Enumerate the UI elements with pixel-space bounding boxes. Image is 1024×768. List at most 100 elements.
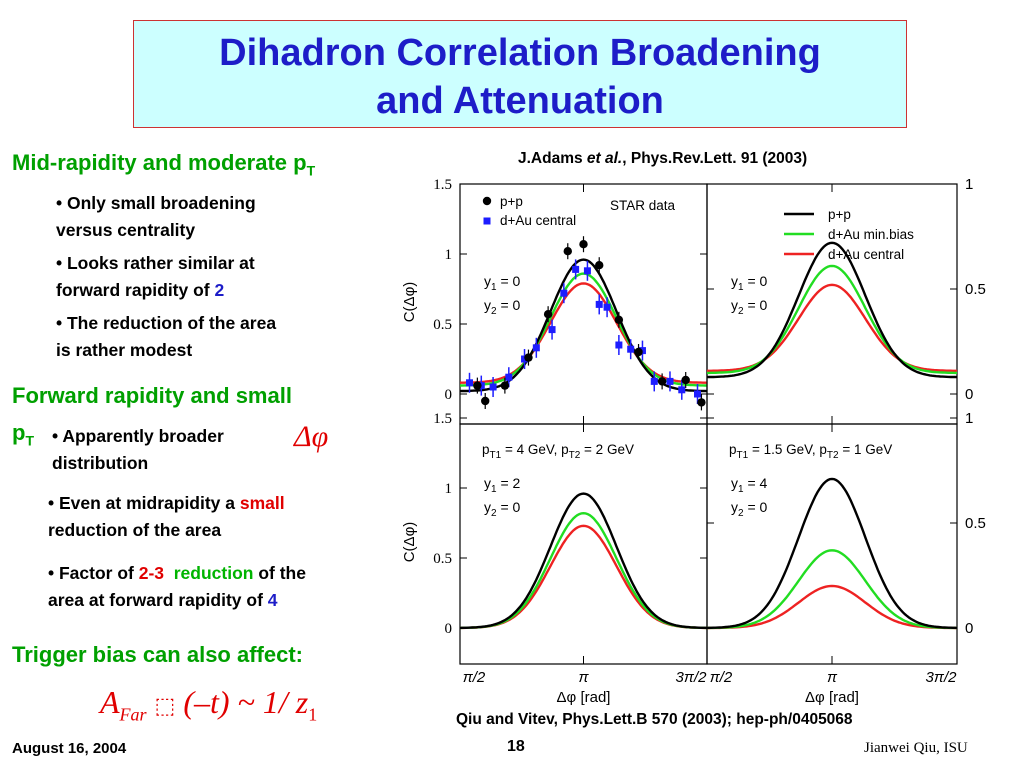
curve-central [707, 584, 957, 630]
y-tick-label: 0.5 [965, 281, 986, 298]
data-point-pp [524, 353, 533, 362]
formula: AFar ⬚ (–t) ~ 1/ z1 [100, 684, 318, 725]
title-box: Dihadron Correlation Broadening and Atte… [133, 20, 907, 128]
y-tick-label: 0.5 [433, 317, 452, 333]
y-axis-label-top: C(Δφ) [401, 282, 418, 323]
y2-label: y2 = 0 [484, 499, 521, 519]
pt-label: pT1 = 1.5 GeV, pT2 = 1 GeV [729, 442, 892, 461]
curve-min_bias [460, 511, 707, 630]
pt-label: pT1 = 4 GeV, pT2 = 2 GeV [482, 442, 634, 461]
section1-heading: Mid-rapidity and moderate pT [12, 150, 316, 179]
data-point-dau [603, 303, 611, 311]
data-point-dau [678, 386, 686, 394]
bullet-5: • Even at midrapidity a small reduction … [48, 493, 285, 540]
data-point-dau [548, 326, 556, 334]
bullet-1: • Only small broadening versus centrality [56, 193, 256, 240]
y-tick-label: 0 [965, 620, 973, 637]
curve-pp [706, 477, 958, 630]
data-point-dau [666, 377, 674, 385]
data-point-dau [532, 344, 540, 352]
legend-marker-dau [483, 217, 491, 225]
data-point-dau [694, 390, 702, 398]
x-tick-label: π/2 [710, 669, 733, 686]
bullet-2: • Looks rather similar at forward rapidit… [56, 253, 255, 300]
data-point-dau [595, 300, 603, 308]
y-tick-label: 1 [445, 247, 453, 263]
data-point-pp [614, 315, 624, 324]
reference-bottom: Qiu and Vitev, Phys.Lett.B 570 (2003); h… [456, 711, 853, 728]
bullet-3: • The reduction of the area is rather mod… [56, 313, 277, 360]
title-line-2: and Attenuation [376, 80, 664, 122]
y-tick-label: 0 [445, 387, 453, 403]
footer-author: Jianwei Qiu, ISU [864, 740, 968, 756]
data-point-pp [563, 247, 572, 256]
data-point-pp [543, 310, 553, 319]
data-point-pp [579, 240, 588, 249]
legend-label-central: d+Au central [828, 247, 904, 262]
data-point-dau [560, 289, 568, 297]
data-point-dau [650, 377, 658, 385]
legend-marker-pp [482, 196, 492, 206]
bullet-4: • Apparently broader distribution [52, 426, 224, 473]
title-line-1: Dihadron Correlation Broadening [219, 32, 821, 74]
legend-label-min_bias: d+Au min.bias [828, 227, 914, 242]
y-tick-label: 1 [445, 481, 453, 497]
y-tick-label: 1.5 [433, 411, 452, 427]
data-point-pp [657, 377, 667, 386]
y-tick-label: 1 [965, 176, 973, 193]
data-point-pp [681, 375, 690, 385]
x-tick-label: π/2 [463, 669, 486, 686]
y-axis-label-bottom: C(Δφ) [401, 522, 418, 563]
data-point-pp [634, 347, 643, 357]
legend-label-pp: p+p [500, 194, 523, 209]
x-tick-label: 3π/2 [676, 669, 708, 686]
data-point-dau [583, 267, 591, 275]
y-tick-label: 0.5 [965, 515, 986, 532]
section3-heading: Trigger bias can also affect: [12, 642, 303, 667]
data-point-dau [505, 373, 513, 381]
data-point-pp [481, 396, 490, 406]
curve-central [460, 524, 707, 630]
y-tick-label: 0 [445, 621, 453, 637]
x-axis-label: Δφ [rad] [557, 689, 611, 706]
y1-label: y1 = 2 [484, 475, 521, 495]
page-number: 18 [507, 738, 525, 755]
y2-label: y2 = 0 [731, 297, 768, 317]
y-tick-label: 1.5 [433, 177, 452, 193]
y-tick-label: 0.5 [433, 551, 452, 567]
y1-label: y1 = 0 [484, 273, 521, 293]
curve-pp [706, 241, 958, 379]
data-point-pp [595, 261, 604, 270]
footer-date: August 16, 2004 [12, 740, 127, 757]
curve-min_bias [707, 549, 957, 630]
y-tick-label: 1 [965, 410, 973, 427]
curve-pp [459, 492, 708, 630]
x-tick-label: π [578, 669, 589, 686]
data-point-pp [500, 381, 510, 390]
y2-label: y2 = 0 [484, 297, 521, 317]
delta-phi-symbol: Δφ [294, 420, 329, 453]
y-tick-label: 0 [965, 386, 973, 403]
legend-label-dau-central: d+Au central [500, 213, 576, 228]
data-point-pp [697, 398, 706, 407]
curve-min_bias [707, 264, 957, 375]
data-point-dau [627, 345, 635, 353]
x-axis-label: Δφ [rad] [805, 689, 859, 706]
legend-label-pp: p+p [828, 207, 851, 222]
data-point-pp [473, 381, 482, 390]
curve-central [460, 282, 707, 384]
section2-heading: Forward rapidity and small [12, 383, 292, 408]
data-point-dau [489, 383, 497, 391]
y1-label: y1 = 0 [731, 273, 768, 293]
reference-top: J.Adams et al., Phys.Rev.Lett. 91 (2003) [518, 150, 808, 167]
x-tick-label: 3π/2 [926, 669, 958, 686]
x-tick-label: π [827, 669, 838, 686]
bullet-6: • Factor of 2-3 reduction of the area at… [48, 563, 306, 610]
chart: 0 0.5 1 1.5 y1 = 0 y2 = 0 0 0.5 1 y1 = 0 y2 = 0 0 0.… [401, 176, 986, 706]
curve-min_bias [460, 272, 707, 387]
y1-label: y1 = 4 [731, 475, 768, 495]
panel-label-star: STAR data [610, 198, 676, 213]
y2-label: y2 = 0 [731, 499, 768, 519]
section2-heading-pt: pT [12, 420, 35, 449]
data-point-dau [465, 379, 473, 387]
